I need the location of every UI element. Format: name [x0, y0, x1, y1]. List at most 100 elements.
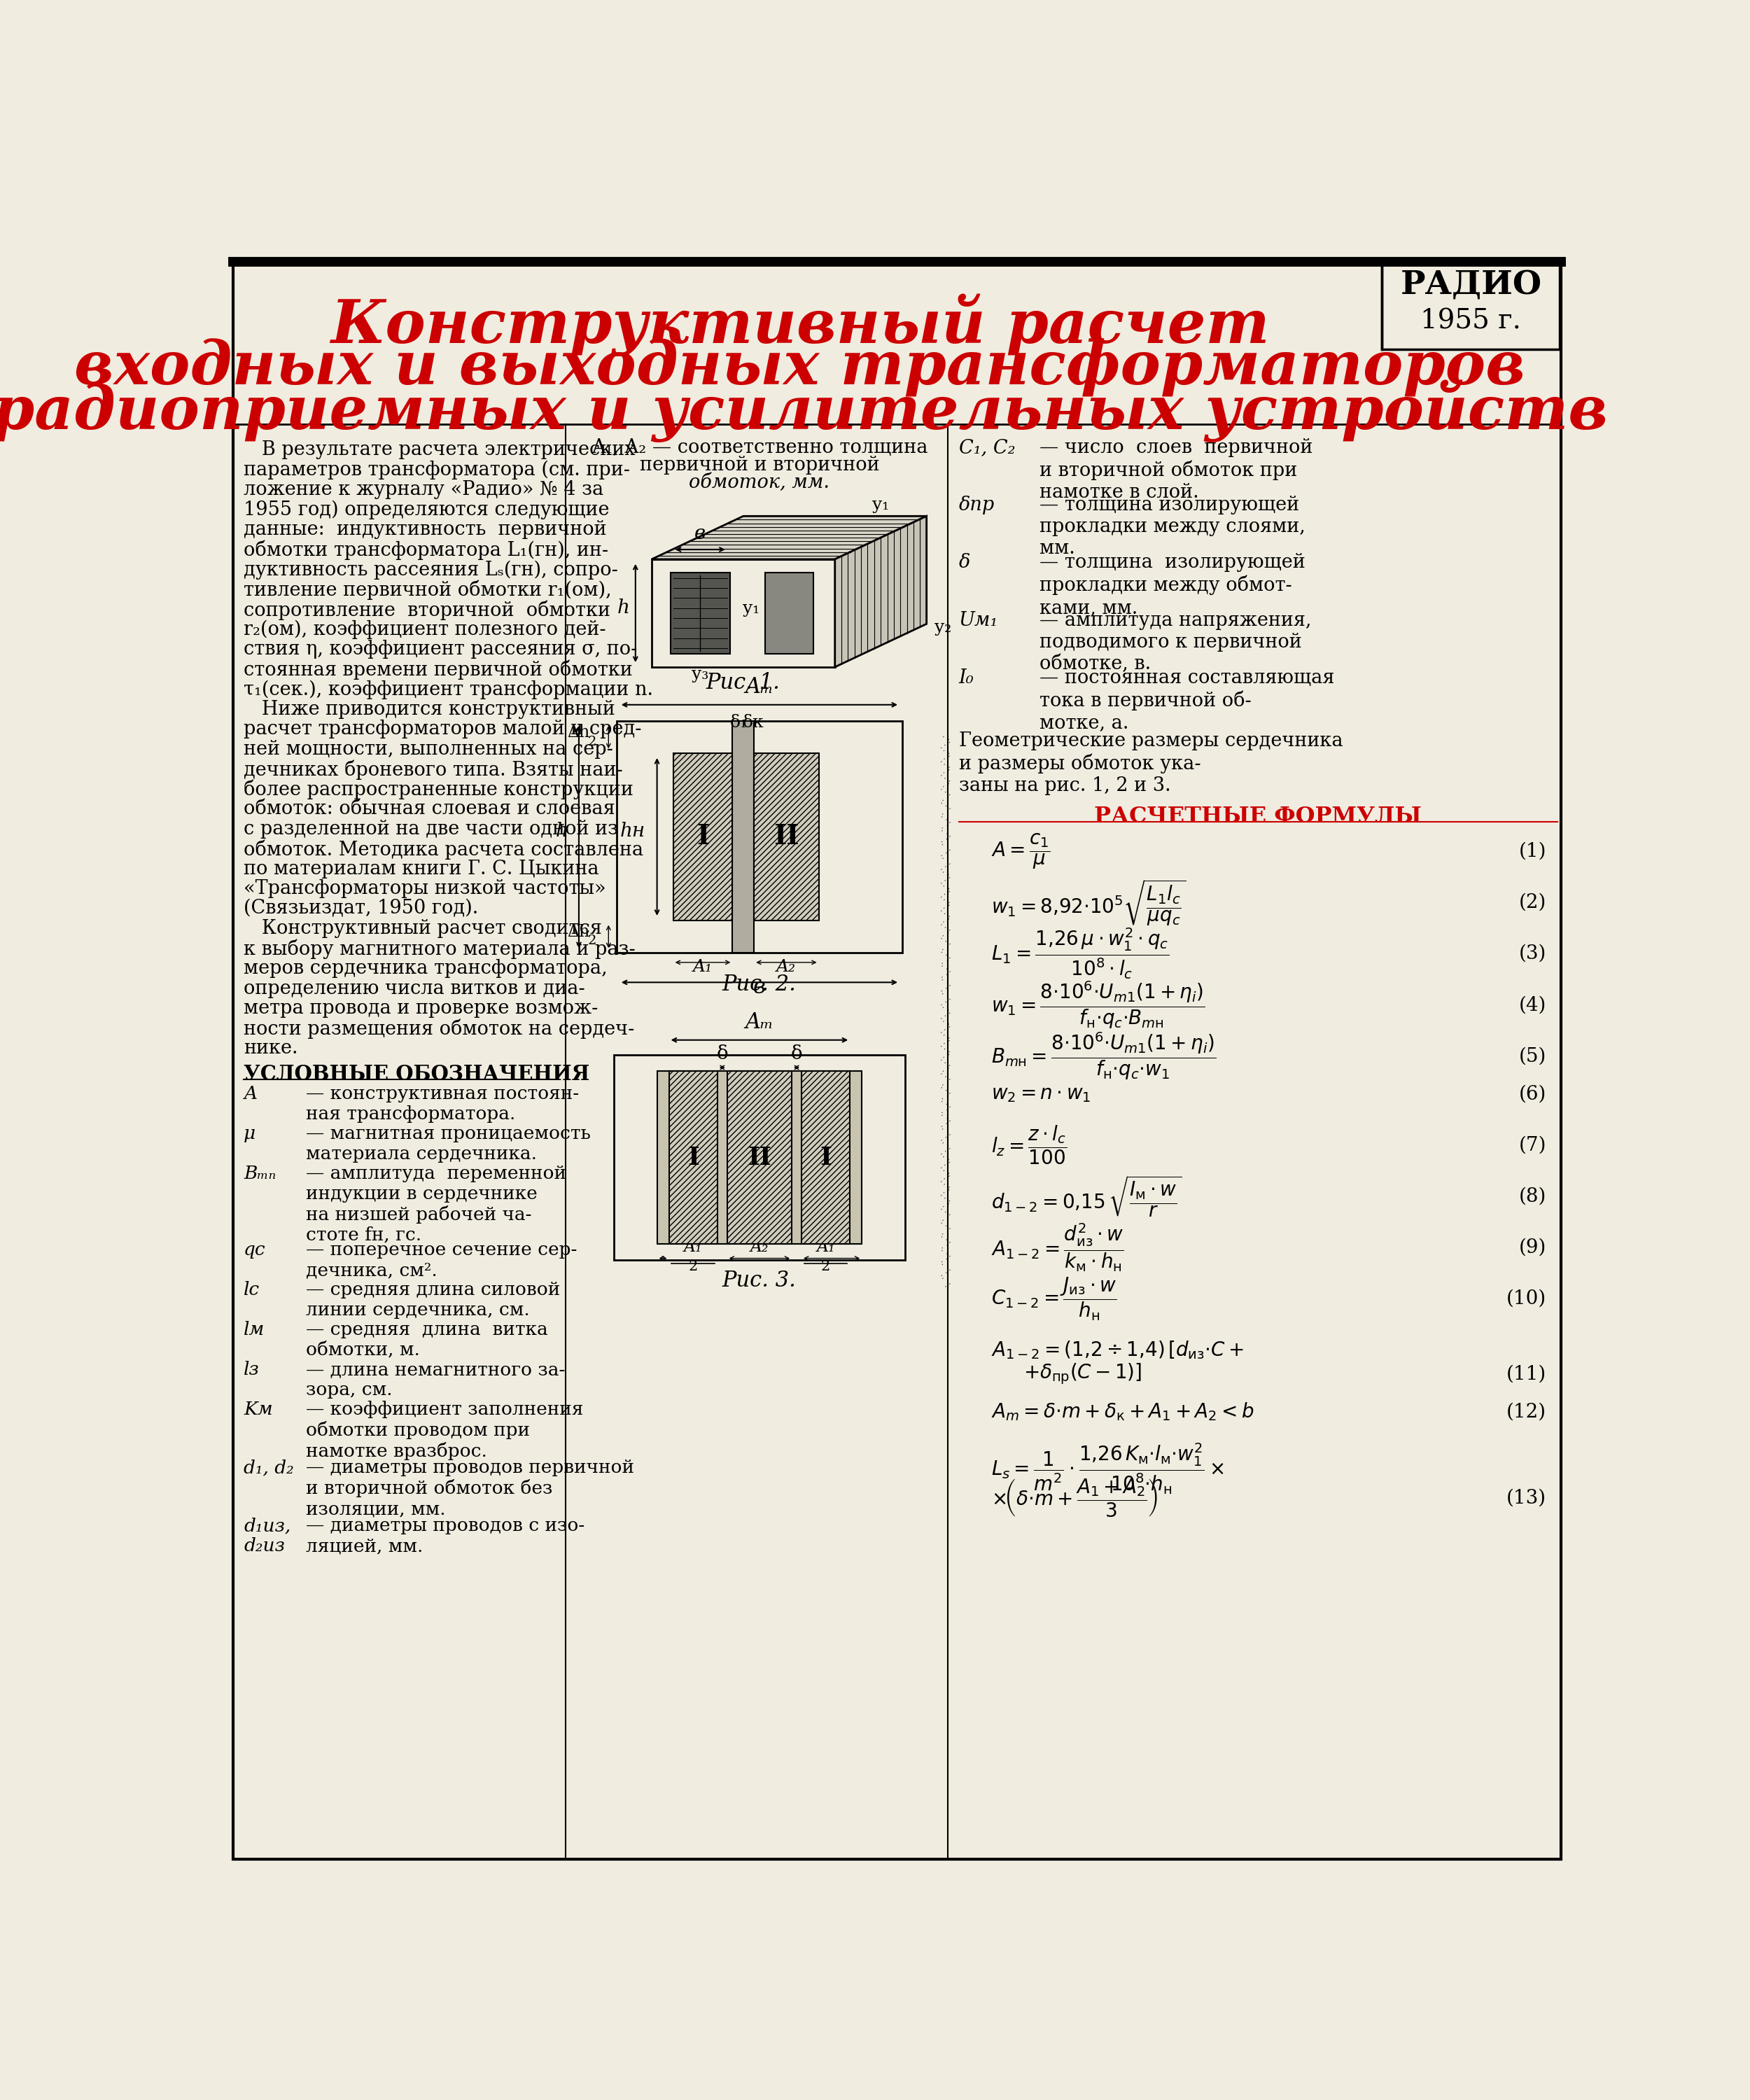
- Bar: [802, 1071, 850, 1243]
- Bar: [726, 1071, 791, 1243]
- Text: A₁, A₂ — соответственно толщина: A₁, A₂ — соответственно толщина: [592, 439, 927, 458]
- Text: I: I: [696, 823, 709, 850]
- Text: $B_{m{\rm н}} = \dfrac{8{\cdot}10^6{\cdot}U_{m1}(1+\eta_i)}{f_{\rm н}{\cdot}q_c{: $B_{m{\rm н}} = \dfrac{8{\cdot}10^6{\cdo…: [990, 1031, 1216, 1082]
- Text: δ: δ: [959, 552, 969, 571]
- Text: — амплитуда напряжения,
подводимого к первичной
обмотке, в.: — амплитуда напряжения, подводимого к пе…: [1040, 611, 1311, 674]
- Text: 2: 2: [588, 735, 597, 748]
- Text: (Связьиздат, 1950 год).: (Связьиздат, 1950 год).: [243, 899, 478, 918]
- Text: d₁, d₂: d₁, d₂: [243, 1460, 294, 1476]
- Text: 1955 год) определяются следующие: 1955 год) определяются следующие: [243, 500, 609, 519]
- Text: lс: lс: [243, 1281, 259, 1298]
- Text: — средняя  длина  витка
обмотки, м.: — средняя длина витка обмотки, м.: [306, 1321, 548, 1359]
- Text: по материалам книги Г. С. Цыкина: по материалам книги Г. С. Цыкина: [243, 859, 598, 878]
- Text: Aₘ: Aₘ: [746, 1012, 774, 1033]
- Text: в: в: [695, 525, 705, 544]
- Text: Aₘ: Aₘ: [746, 676, 774, 697]
- Text: y₂: y₂: [934, 620, 952, 636]
- Text: (2): (2): [1519, 892, 1547, 911]
- Polygon shape: [651, 559, 835, 668]
- Text: — магнитная проницаемость
материала сердечника.: — магнитная проницаемость материала серд…: [306, 1126, 590, 1163]
- Text: h: h: [618, 598, 630, 617]
- Text: Kм: Kм: [243, 1401, 273, 1418]
- Text: $w_1 = \dfrac{8{\cdot}10^6{\cdot}U_{m1}(1+\eta_i)}{f_{\rm н}{\cdot}q_c{\cdot}B_{: $w_1 = \dfrac{8{\cdot}10^6{\cdot}U_{m1}(…: [990, 979, 1206, 1031]
- Text: δпр: δпр: [959, 496, 994, 514]
- Bar: [754, 754, 819, 920]
- Text: — длина немагнитного за-
зора, см.: — длина немагнитного за- зора, см.: [306, 1361, 565, 1399]
- Text: $w_2 = n \cdot w_1$: $w_2 = n \cdot w_1$: [990, 1084, 1090, 1105]
- Text: 2: 2: [588, 934, 597, 947]
- Text: Uм₁: Uм₁: [959, 611, 997, 630]
- Text: ложение к журналу «Радио» № 4 за: ложение к журналу «Радио» № 4 за: [243, 481, 604, 500]
- Text: Ниже приводится конструктивный: Ниже приводится конструктивный: [243, 699, 616, 718]
- Text: (8): (8): [1519, 1186, 1547, 1205]
- Text: метра провода и проверке возмож-: метра провода и проверке возмож-: [243, 1000, 598, 1018]
- Text: Рис. 3.: Рис. 3.: [723, 1270, 796, 1292]
- Text: I₀: I₀: [959, 668, 975, 687]
- Text: обмоток, мм.: обмоток, мм.: [690, 472, 830, 491]
- Text: (3): (3): [1519, 945, 1547, 964]
- Text: $A_{1-2} = \dfrac{d_{\rm из}^2 \cdot w}{k_{\rm м} \cdot h_{\rm н}}$: $A_{1-2} = \dfrac{d_{\rm из}^2 \cdot w}{…: [990, 1222, 1124, 1273]
- Text: qс: qс: [243, 1241, 266, 1258]
- Text: ности размещения обмоток на сердеч-: ности размещения обмоток на сердеч-: [243, 1018, 635, 1040]
- Text: — толщина изолирующей
прокладки между слоями,
мм.: — толщина изолирующей прокладки между сл…: [1040, 496, 1306, 559]
- Text: A₂: A₂: [751, 1239, 768, 1256]
- Text: (7): (7): [1519, 1136, 1547, 1155]
- Text: A₁: A₁: [817, 1239, 835, 1256]
- Text: τ₁(сек.), коэффициент трансформации n.: τ₁(сек.), коэффициент трансформации n.: [243, 680, 653, 699]
- Text: I: I: [688, 1147, 698, 1170]
- Text: μ: μ: [243, 1126, 255, 1142]
- Text: 1955 г.: 1955 г.: [1421, 309, 1521, 334]
- Text: d₁из,
d₂из: d₁из, d₂из: [243, 1516, 290, 1554]
- Text: входных и выходных трансформаторов: входных и выходных трансформаторов: [74, 338, 1526, 397]
- Text: y₁: y₁: [742, 601, 760, 617]
- Text: — диаметры проводов первичной
и вторичной обмоток без
изоляции, мм.: — диаметры проводов первичной и вторично…: [306, 1460, 634, 1518]
- Text: y₃: y₃: [691, 666, 709, 682]
- Text: Рис. 1.: Рис. 1.: [707, 672, 780, 693]
- Text: (10): (10): [1507, 1289, 1547, 1308]
- Text: — конструктивная постоян-
ная трансформатора.: — конструктивная постоян- ная трансформа…: [306, 1086, 579, 1124]
- Text: (12): (12): [1507, 1403, 1547, 1422]
- Bar: [670, 573, 730, 653]
- Text: $L_s = \dfrac{1}{m^2} \cdot \dfrac{1{,}26\,K_{\rm м}{\cdot}l_{\rm м}{\cdot}w_1^2: $L_s = \dfrac{1}{m^2} \cdot \dfrac{1{,}2…: [990, 1441, 1225, 1495]
- Text: в: в: [752, 976, 766, 997]
- Text: $+ \delta_{\rm пр}(C-1)]$: $+ \delta_{\rm пр}(C-1)]$: [1024, 1363, 1143, 1386]
- Text: $L_1 = \dfrac{1{,}26\,\mu \cdot w_1^2 \cdot q_c}{10^8 \cdot l_c}$: $L_1 = \dfrac{1{,}26\,\mu \cdot w_1^2 \c…: [990, 926, 1169, 981]
- Text: Геометрические размеры сердечника
и размеры обмоток ука-
заны на рис. 1, 2 и 3.: Геометрические размеры сердечника и разм…: [959, 731, 1342, 796]
- Text: δ: δ: [791, 1044, 803, 1063]
- Text: тивление первичной обмотки r₁(ом),: тивление первичной обмотки r₁(ом),: [243, 580, 611, 601]
- Text: ней мощности, выполненных на сер-: ней мощности, выполненных на сер-: [243, 739, 612, 758]
- Text: δ: δ: [716, 1044, 728, 1063]
- Text: — амплитуда  переменной
индукции в сердечнике
на низшей рабочей ча-
стоте fн, гс: — амплитуда переменной индукции в сердеч…: [306, 1166, 565, 1243]
- Text: ствия η, коэффициент рассеяния σ, по-: ствия η, коэффициент рассеяния σ, по-: [243, 640, 637, 659]
- Text: h: h: [555, 821, 569, 840]
- Bar: [616, 720, 903, 953]
- Text: $C_{1-2} = \dfrac{J_{\rm из} \cdot w}{h_{\rm н}}$: $C_{1-2} = \dfrac{J_{\rm из} \cdot w}{h_…: [990, 1275, 1116, 1323]
- Polygon shape: [835, 517, 926, 668]
- Text: определению числа витков и диа-: определению числа витков и диа-: [243, 979, 584, 997]
- Text: В результате расчета электрических: В результате расчета электрических: [243, 441, 635, 460]
- Text: 2: 2: [821, 1260, 830, 1273]
- Text: меров сердечника трансформатора,: меров сердечника трансформатора,: [243, 960, 607, 979]
- Text: Рис. 2.: Рис. 2.: [723, 974, 796, 995]
- Text: первичной и вторичной: первичной и вторичной: [639, 456, 878, 475]
- Text: I: I: [819, 1147, 831, 1170]
- Bar: [674, 754, 733, 920]
- Text: стоянная времени первичной обмотки: стоянная времени первичной обмотки: [243, 659, 634, 680]
- Text: (6): (6): [1519, 1084, 1547, 1102]
- Text: Конструктивный расчет: Конструктивный расчет: [331, 294, 1269, 357]
- Text: — толщина  изолирующей
прокладки между обмот-
ками, мм.: — толщина изолирующей прокладки между об…: [1040, 552, 1306, 617]
- Text: обмотки трансформатора L₁(гн), ин-: обмотки трансформатора L₁(гн), ин-: [243, 540, 609, 561]
- Bar: [1382, 262, 1559, 349]
- Text: обмоток: обычная слоевая и слоевая: обмоток: обычная слоевая и слоевая: [243, 800, 614, 819]
- Text: (11): (11): [1507, 1365, 1547, 1384]
- Text: Bₘₙ: Bₘₙ: [243, 1166, 276, 1182]
- Text: (4): (4): [1519, 995, 1547, 1014]
- Text: РАДИО: РАДИО: [1400, 269, 1542, 302]
- Text: обмоток. Методика расчета составлена: обмоток. Методика расчета составлена: [243, 840, 644, 859]
- Text: к выбору магнитного материала и раз-: к выбору магнитного материала и раз-: [243, 939, 635, 960]
- Text: $A_m = \delta{\cdot}m + \delta_{\rm к} + A_1 + A_2 < b$: $A_m = \delta{\cdot}m + \delta_{\rm к} +…: [990, 1401, 1255, 1422]
- Text: расчет трансформаторов малой и сред-: расчет трансформаторов малой и сред-: [243, 720, 642, 739]
- Bar: [668, 1071, 718, 1243]
- Text: hн: hн: [620, 821, 646, 840]
- Text: с разделенной на две части одной из: с разделенной на две части одной из: [243, 819, 618, 838]
